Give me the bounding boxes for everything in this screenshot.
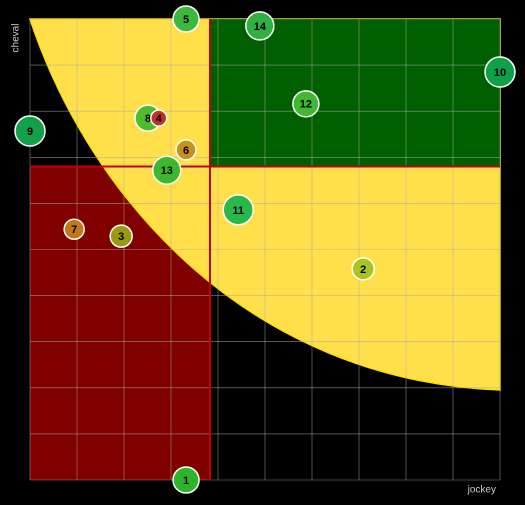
point-label: 5 (183, 14, 189, 26)
point-label: 8 (145, 113, 151, 125)
point-label: 7 (71, 224, 77, 236)
point (172, 5, 200, 33)
point (484, 56, 516, 88)
point (172, 466, 200, 494)
point (175, 139, 197, 161)
point-label: 10 (494, 67, 506, 79)
y-axis-label: cheval (11, 24, 22, 53)
point-label: 2 (360, 264, 366, 276)
point (150, 109, 168, 127)
point (63, 218, 85, 240)
point (245, 11, 275, 41)
point-label: 3 (118, 231, 124, 243)
point (292, 90, 320, 118)
point-label: 14 (254, 21, 267, 33)
green-quadrant (210, 19, 500, 167)
point (109, 224, 133, 248)
point-label: 12 (300, 99, 312, 111)
point (152, 155, 182, 185)
point-label: 1 (183, 475, 189, 487)
x-axis-label: jockey (467, 485, 496, 496)
point-label: 4 (156, 113, 163, 125)
point-label: 13 (161, 165, 173, 177)
point (14, 115, 46, 147)
point (222, 194, 254, 226)
point-label: 9 (27, 126, 33, 138)
point-label: 6 (183, 145, 189, 157)
point-label: 11 (232, 205, 244, 217)
point (351, 257, 375, 281)
